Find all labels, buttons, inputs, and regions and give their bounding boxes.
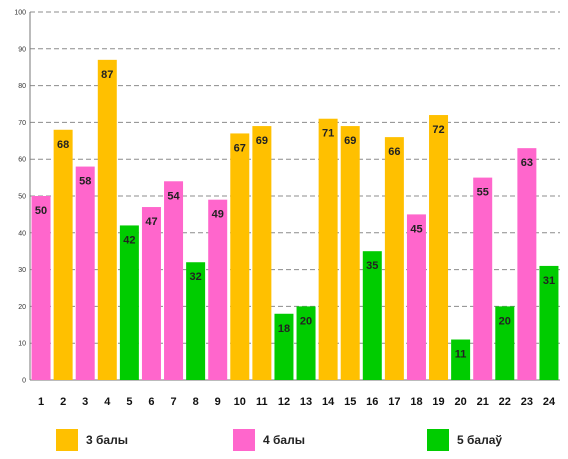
bar	[517, 148, 537, 380]
data-label: 18	[278, 323, 290, 335]
x-tick-label: 11	[256, 396, 268, 408]
data-label: 72	[432, 124, 444, 136]
bar	[186, 262, 206, 380]
legend-swatch-3	[56, 429, 78, 451]
bar	[97, 59, 117, 381]
bar	[164, 181, 184, 380]
y-tick-label: 20	[18, 304, 26, 311]
bar	[230, 133, 250, 380]
data-label: 11	[455, 349, 467, 361]
x-tick-label: 18	[410, 396, 422, 408]
legend-swatch-4	[233, 429, 255, 451]
bar	[274, 313, 294, 380]
bar	[429, 115, 449, 380]
data-label: 55	[477, 187, 489, 199]
bar	[539, 265, 559, 380]
x-tick-label: 2	[60, 396, 66, 408]
x-tick-label: 12	[278, 396, 290, 408]
data-label: 87	[101, 69, 113, 81]
y-tick-label: 60	[18, 157, 26, 164]
x-tick-label: 15	[344, 396, 356, 408]
x-tick-label: 19	[432, 396, 444, 408]
data-label: 54	[167, 190, 180, 202]
data-label: 71	[322, 128, 334, 140]
bar	[31, 196, 51, 380]
y-tick-label: 80	[18, 83, 26, 90]
data-label: 42	[123, 234, 135, 246]
legend-item-3: 3 балы	[56, 428, 128, 452]
data-label: 68	[57, 139, 69, 151]
y-tick-label: 0	[22, 378, 26, 385]
data-label: 50	[35, 205, 47, 217]
bar	[340, 126, 360, 380]
data-label: 69	[256, 135, 268, 147]
x-tick-label: 21	[477, 396, 489, 408]
y-tick-label: 50	[18, 194, 26, 201]
legend-swatch-5	[427, 429, 449, 451]
data-label: 67	[234, 142, 246, 154]
data-label: 47	[145, 216, 157, 228]
x-tick-label: 16	[366, 396, 378, 408]
bar	[119, 225, 139, 380]
bar	[406, 214, 426, 380]
x-tick-label: 3	[82, 396, 88, 408]
legend-label-4: 4 балы	[263, 433, 305, 447]
y-tick-label: 90	[18, 46, 26, 53]
x-tick-label: 10	[234, 396, 246, 408]
x-tick-label: 22	[499, 396, 511, 408]
legend-label-3: 3 балы	[86, 433, 128, 447]
x-tick-label: 1	[38, 396, 44, 408]
x-tick-label: 17	[388, 396, 400, 408]
data-label: 32	[190, 271, 202, 283]
data-label: 58	[79, 176, 91, 188]
data-label: 49	[212, 209, 224, 221]
bar	[141, 207, 161, 380]
x-tick-label: 23	[521, 396, 533, 408]
data-label: 35	[366, 260, 378, 272]
bar	[451, 339, 471, 380]
data-label: 20	[499, 315, 511, 327]
x-tick-label: 14	[322, 396, 335, 408]
data-label: 31	[543, 275, 555, 287]
data-label: 69	[344, 135, 356, 147]
data-label: 45	[410, 223, 422, 235]
x-tick-label: 5	[126, 396, 132, 408]
data-label: 66	[388, 146, 400, 158]
bar	[53, 129, 73, 380]
y-tick-label: 30	[18, 267, 26, 274]
legend-item-4: 4 балы	[233, 428, 305, 452]
bar	[296, 306, 316, 380]
bar	[473, 177, 493, 380]
data-label: 20	[300, 315, 312, 327]
x-tick-label: 9	[215, 396, 221, 408]
y-tick-label: 70	[18, 120, 26, 127]
legend-label-5: 5 балаў	[457, 433, 503, 447]
bar	[75, 166, 95, 380]
x-tick-label: 6	[148, 396, 154, 408]
x-tick-label: 4	[104, 396, 111, 408]
y-tick-label: 10	[18, 341, 26, 348]
x-tick-label: 7	[170, 396, 176, 408]
bar	[208, 199, 228, 380]
y-tick-label: 40	[18, 230, 26, 237]
bar	[252, 126, 272, 380]
legend-item-5: 5 балаў	[427, 428, 502, 452]
bar	[384, 137, 404, 380]
x-tick-label: 20	[455, 396, 467, 408]
x-tick-label: 8	[193, 396, 199, 408]
y-tick-label: 100	[14, 10, 26, 17]
data-label: 63	[521, 157, 533, 169]
bar	[495, 306, 515, 380]
x-tick-label: 13	[300, 396, 312, 408]
bar	[318, 118, 338, 380]
bar	[362, 251, 382, 380]
x-tick-label: 24	[543, 396, 556, 408]
